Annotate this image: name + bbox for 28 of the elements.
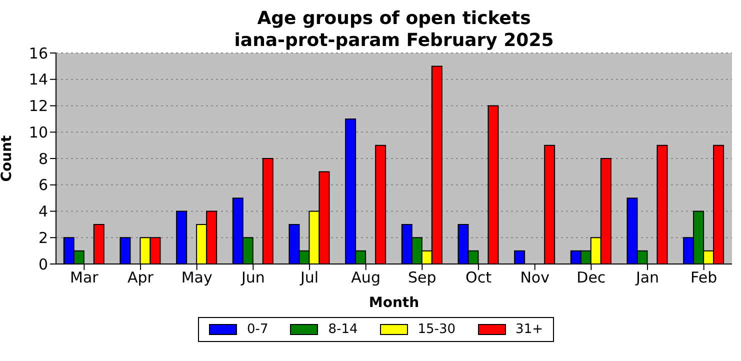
legend-label: 15-30	[418, 322, 456, 337]
x-tick-label: Mar	[70, 268, 100, 287]
x-axis-title: Month	[368, 295, 420, 311]
x-tick-label: Aug	[351, 268, 380, 287]
y-tick-label: 16	[28, 44, 48, 62]
x-tick-label: Nov	[520, 268, 550, 287]
y-tick-label: 12	[28, 97, 48, 116]
y-tick-label: 0	[38, 255, 48, 274]
chart-title: Age groups of open tickets iana-prot-param February 2025	[233, 8, 555, 52]
y-tick-label: 4	[38, 202, 48, 221]
x-tick-label: Feb	[690, 268, 718, 287]
x-tick-label: May	[181, 268, 212, 287]
x-tick-label: Oct	[466, 268, 492, 287]
y-tick-label: 2	[38, 228, 48, 247]
legend-label: 31+	[516, 322, 543, 337]
y-axis-title: Count	[0, 134, 15, 182]
legend-label: 0-7	[247, 322, 268, 337]
x-tick-label: Sep	[408, 268, 436, 287]
legend-label: 8-14	[328, 322, 358, 337]
x-tick-label: Jul	[299, 268, 319, 287]
x-tick-label: Dec	[576, 268, 606, 287]
y-tick-label: 8	[38, 150, 48, 168]
x-tick-label: Apr	[128, 268, 154, 287]
y-tick-label: 14	[28, 70, 48, 89]
x-tick-label: Jun	[240, 268, 265, 287]
y-tick-label: 10	[28, 123, 48, 142]
y-tick-label: 6	[38, 176, 48, 194]
x-tick-label: Jan	[634, 268, 660, 287]
